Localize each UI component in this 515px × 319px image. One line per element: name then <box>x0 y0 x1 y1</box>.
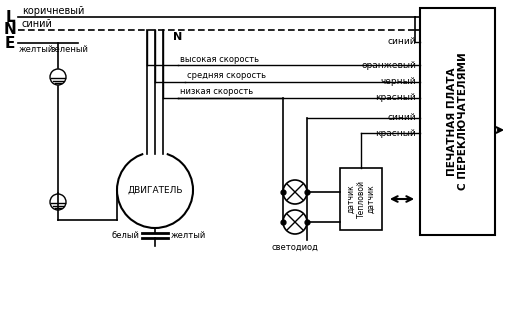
Text: синий: синий <box>387 38 416 47</box>
Text: ПЕЧАТНАЯ ПЛАТА
С ПЕРЕКЛЮЧАТЕЛЯМИ: ПЕЧАТНАЯ ПЛАТА С ПЕРЕКЛЮЧАТЕЛЯМИ <box>447 53 468 190</box>
Text: N: N <box>174 32 183 42</box>
Text: зеленый: зеленый <box>50 46 88 55</box>
Text: белый: белый <box>111 231 139 240</box>
Text: желтый: желтый <box>19 46 54 55</box>
Text: красный: красный <box>375 129 416 137</box>
Text: средняя скорость: средняя скорость <box>187 71 266 80</box>
Text: E: E <box>5 35 15 50</box>
Bar <box>420 8 495 235</box>
Text: красный: красный <box>375 93 416 102</box>
Text: датчик
Тепловой
датчик: датчик Тепловой датчик <box>346 180 376 218</box>
Circle shape <box>50 69 66 85</box>
Text: оранжевый: оранжевый <box>361 61 416 70</box>
Text: ДВИГАТЕЛЬ: ДВИГАТЕЛЬ <box>127 186 183 195</box>
Text: N: N <box>4 23 16 38</box>
Text: желтый: желтый <box>171 231 206 240</box>
Circle shape <box>50 194 66 210</box>
Text: синий: синий <box>22 19 53 29</box>
Text: коричневый: коричневый <box>22 6 84 16</box>
Text: черный: черный <box>381 78 416 86</box>
Text: низкая скорость: низкая скорость <box>180 87 253 97</box>
Circle shape <box>283 210 307 234</box>
Text: синий: синий <box>387 114 416 122</box>
Bar <box>340 168 382 230</box>
Circle shape <box>283 180 307 204</box>
Text: высокая скорость: высокая скорость <box>180 55 259 63</box>
Text: светодиод: светодиод <box>271 242 318 251</box>
Circle shape <box>117 152 193 228</box>
Text: L: L <box>5 10 15 25</box>
